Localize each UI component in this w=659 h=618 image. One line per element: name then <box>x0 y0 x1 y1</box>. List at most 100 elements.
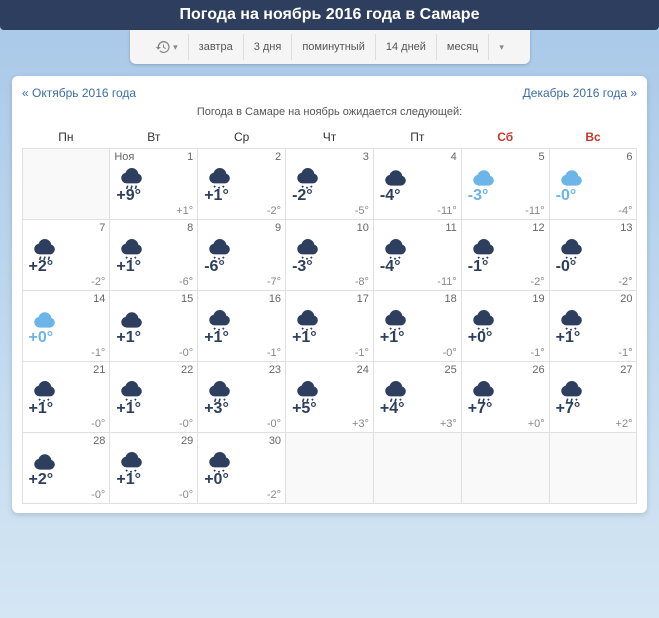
temp-low: +3° <box>352 418 369 430</box>
temp-high: -3° <box>468 187 489 205</box>
empty-cell <box>285 432 374 504</box>
day-cell[interactable]: 9-6°-7° <box>197 219 286 291</box>
day-cell[interactable]: 17+1°-1° <box>285 290 374 362</box>
day-number: 30 <box>269 435 281 447</box>
day-cell[interactable]: 7+2°-2° <box>22 219 111 291</box>
day-cell[interactable]: 18+1°-0° <box>373 290 462 362</box>
day-cell[interactable]: 26+7°+0° <box>461 361 550 433</box>
nav-14days[interactable]: 14 дней <box>376 34 437 60</box>
nav-minute[interactable]: поминутный <box>292 34 376 60</box>
day-number: 21 <box>93 364 105 376</box>
temp-low: +0° <box>528 418 545 430</box>
day-cell[interactable]: 4-4°-11° <box>373 148 462 220</box>
day-header: Пт <box>373 126 461 148</box>
day-cell[interactable]: 2+1°-2° <box>197 148 286 220</box>
day-cell[interactable]: 13-0°-2° <box>549 219 638 291</box>
temp-high: +5° <box>292 400 317 418</box>
temp-low: -1° <box>530 347 544 359</box>
temp-low: -0° <box>91 489 105 501</box>
day-number: 22 <box>181 364 193 376</box>
temp-high: +0° <box>29 329 54 347</box>
page-title: Погода на ноябрь 2016 года в Самаре <box>0 6 659 24</box>
temp-low: -2° <box>267 205 281 217</box>
day-cell[interactable]: 19+0°-1° <box>461 290 550 362</box>
day-number: 5 <box>539 151 545 163</box>
day-cell[interactable]: 5-3°-11° <box>461 148 550 220</box>
day-number: 11 <box>445 222 456 234</box>
temp-low: -0° <box>179 347 193 359</box>
temp-high: -1° <box>468 258 489 276</box>
temp-high: +1° <box>116 329 141 347</box>
temp-high: -2° <box>292 187 313 205</box>
day-number: 4 <box>451 151 457 163</box>
day-cell[interactable]: 23+3°-0° <box>197 361 286 433</box>
temp-low: -0° <box>179 489 193 501</box>
day-cell[interactable]: 11-4°-11° <box>373 219 462 291</box>
day-cell[interactable]: 8+1°-6° <box>109 219 198 291</box>
day-cell[interactable]: 22 +1° -0° <box>109 361 198 433</box>
day-cell[interactable]: 21+1°-0° <box>22 361 111 433</box>
day-cell[interactable]: 28+2°-0° <box>22 432 111 504</box>
day-header: Сб <box>461 126 549 148</box>
temp-low: -1° <box>91 347 105 359</box>
day-number: 12 <box>532 222 544 234</box>
temp-low: +1° <box>176 205 193 217</box>
temp-high: +9° <box>116 187 141 205</box>
temp-high: -3° <box>292 258 313 276</box>
day-cell[interactable]: 14 +0° -1° <box>22 290 111 362</box>
temp-high: +1° <box>116 471 141 489</box>
day-cell[interactable]: 16+1°-1° <box>197 290 286 362</box>
day-number: 3 <box>363 151 369 163</box>
day-cell[interactable]: 6-0°-4° <box>549 148 638 220</box>
empty-cell <box>549 432 638 504</box>
day-cell[interactable]: 15+1°-0° <box>109 290 198 362</box>
empty-cell <box>461 432 550 504</box>
temp-high: -6° <box>204 258 225 276</box>
day-header: Чт <box>286 126 374 148</box>
day-cell[interactable]: 24 +5° +3° <box>285 361 374 433</box>
temp-high: +4° <box>380 400 405 418</box>
temp-low: -0° <box>267 418 281 430</box>
day-cell[interactable]: 20+1°-1° <box>549 290 638 362</box>
temp-low: -6° <box>179 276 193 288</box>
temp-low: +2° <box>616 418 633 430</box>
next-month-link[interactable]: Декабрь 2016 года » <box>523 86 637 100</box>
temp-low: +3° <box>440 418 457 430</box>
day-number: 25 <box>445 364 457 376</box>
day-cell[interactable]: Ноя1+9°+1° <box>109 148 198 220</box>
temp-high: +1° <box>556 329 581 347</box>
day-cell[interactable]: 25 +4° +3° <box>373 361 462 433</box>
temp-high: +0° <box>468 329 493 347</box>
day-cell[interactable]: 29+1°-0° <box>109 432 198 504</box>
temp-low: -2° <box>618 276 632 288</box>
day-number: 6 <box>626 151 632 163</box>
calendar-grid: ПнВтСрЧтПтСбВсНоя1+9°+1°2+1°-2°3-2°-5°4-… <box>22 126 637 503</box>
temp-high: +2° <box>29 471 54 489</box>
temp-low: -7° <box>267 276 281 288</box>
temp-high: +2° <box>29 258 54 276</box>
temp-high: -0° <box>556 258 577 276</box>
temp-high: -4° <box>380 258 401 276</box>
temp-high: +1° <box>116 400 141 418</box>
day-number: 1 <box>187 151 193 163</box>
temp-high: +1° <box>116 258 141 276</box>
temp-low: -0° <box>443 347 457 359</box>
nav-dropdown-icon[interactable]: ▾ <box>489 34 514 60</box>
day-cell[interactable]: 12-1°-2° <box>461 219 550 291</box>
temp-low: -8° <box>355 276 369 288</box>
nav-month[interactable]: месяц <box>437 34 489 60</box>
day-number: 16 <box>269 293 281 305</box>
nav-3days[interactable]: 3 дня <box>244 34 293 60</box>
temp-low: -0° <box>179 418 193 430</box>
day-cell[interactable]: 27+7°+2° <box>549 361 638 433</box>
day-header: Вт <box>110 126 198 148</box>
day-number: 14 <box>93 293 105 305</box>
nav-tomorrow[interactable]: завтра <box>189 34 244 60</box>
day-cell[interactable]: 10-3°-8° <box>285 219 374 291</box>
calendar-panel: « Октябрь 2016 года Декабрь 2016 года » … <box>12 76 647 513</box>
prev-month-link[interactable]: « Октябрь 2016 года <box>22 86 136 100</box>
day-number: 24 <box>357 364 369 376</box>
day-cell[interactable]: 3-2°-5° <box>285 148 374 220</box>
history-icon[interactable]: ▾ <box>145 34 189 60</box>
day-cell[interactable]: 30+0°-2° <box>197 432 286 504</box>
